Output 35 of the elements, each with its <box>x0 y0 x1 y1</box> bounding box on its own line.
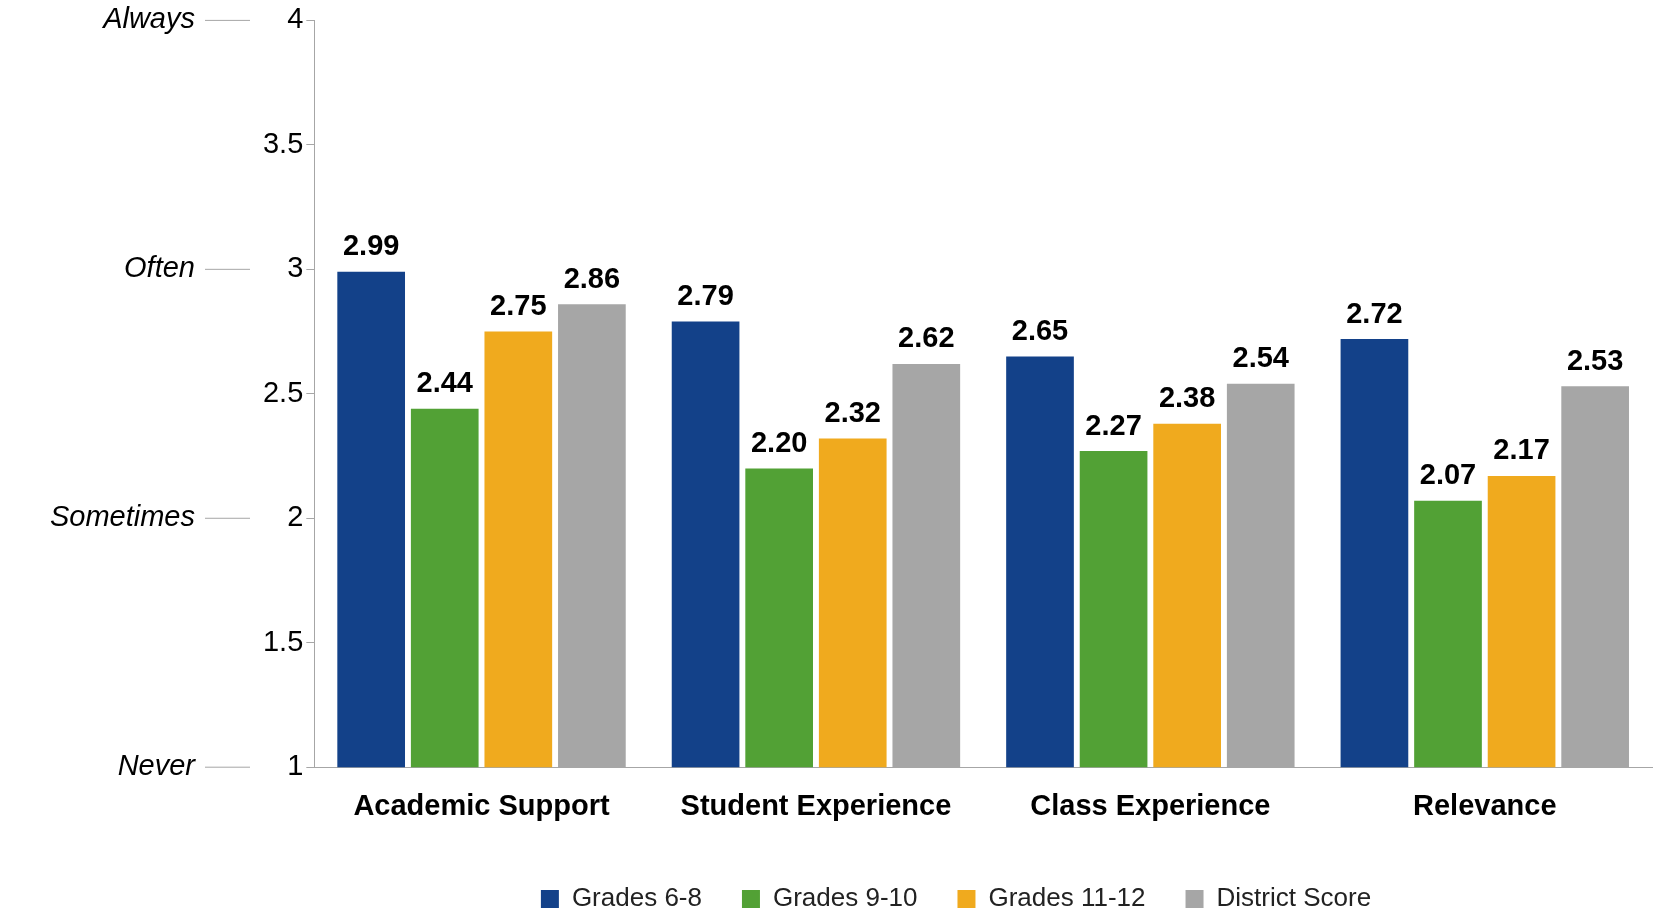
legend-label: District Score <box>1216 882 1372 913</box>
legend-label: Grades 6-8 <box>571 882 702 913</box>
data-label: 2.32 <box>824 396 881 429</box>
text: Often <box>124 251 195 284</box>
x-tick-label: Class Experience <box>1030 788 1271 821</box>
y-tick-label: 3 <box>287 251 304 284</box>
data-label: 2.54 <box>1232 341 1289 374</box>
legend-label: Grades 9-10 <box>772 882 918 913</box>
data-label: 2.38 <box>1158 381 1216 414</box>
y-tick-label: 1 <box>287 749 304 782</box>
y-tick-label: 3.5 <box>262 126 304 159</box>
text: Sometimes <box>49 500 195 533</box>
data-label: 2.72 <box>1346 296 1403 329</box>
y-tick-label: 2 <box>287 500 304 533</box>
data-label: 2.07 <box>1419 458 1477 491</box>
y-tick-label: 2.5 <box>262 375 304 408</box>
data-label: 2.79 <box>677 279 734 312</box>
text: Never <box>117 749 197 782</box>
data-label: 2.53 <box>1566 343 1624 376</box>
data-label: 2.99 <box>342 229 400 262</box>
legend-label: Grades 11-12 <box>988 882 1146 913</box>
x-tick-label: Academic Support <box>353 788 610 821</box>
data-label: 2.65 <box>1011 313 1069 346</box>
data-label: 2.75 <box>490 289 547 322</box>
data-label: 2.86 <box>563 261 621 294</box>
y-tick-label: 1.5 <box>262 624 304 657</box>
data-label: 2.27 <box>1085 408 1142 441</box>
data-label: 2.62 <box>898 321 955 354</box>
data-label: 2.17 <box>1493 433 1550 466</box>
x-tick-label: Student Experience <box>680 788 952 821</box>
x-tick-label: Relevance <box>1413 788 1557 821</box>
data-label: 2.44 <box>416 366 473 399</box>
data-label: 2.20 <box>750 425 808 458</box>
y-tick-label: 4 <box>287 2 304 35</box>
text: Always <box>101 2 195 35</box>
